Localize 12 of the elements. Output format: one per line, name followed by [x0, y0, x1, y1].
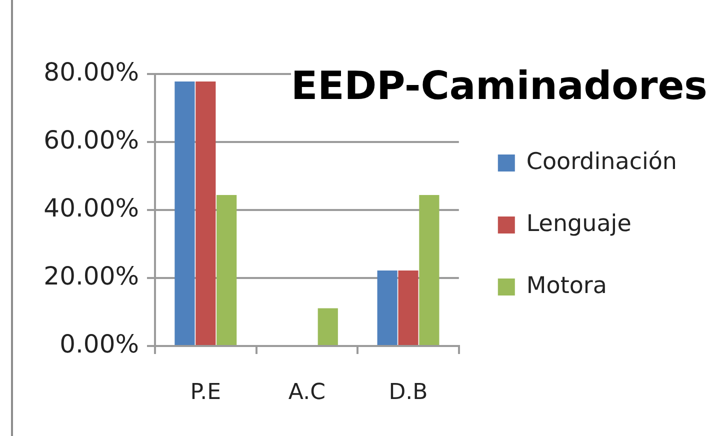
- x-tick-label: P.E: [190, 380, 222, 405]
- y-tick-label: 80.00%: [44, 58, 139, 86]
- y-tick-label: 0.00%: [60, 330, 139, 358]
- legend-label: Motora: [526, 272, 607, 299]
- legend-label: Lenguaje: [526, 210, 632, 237]
- x-tick-label: A.C: [288, 380, 326, 405]
- x-tick-label: D.B: [388, 380, 428, 405]
- y-tick-label: 60.00%: [44, 126, 139, 154]
- y-tick-label: 40.00%: [44, 194, 139, 222]
- y-tick-label: 20.00%: [44, 262, 139, 290]
- legend-label: Coordinación: [526, 148, 678, 175]
- chart-title: EEDP-Caminadores: [291, 64, 708, 110]
